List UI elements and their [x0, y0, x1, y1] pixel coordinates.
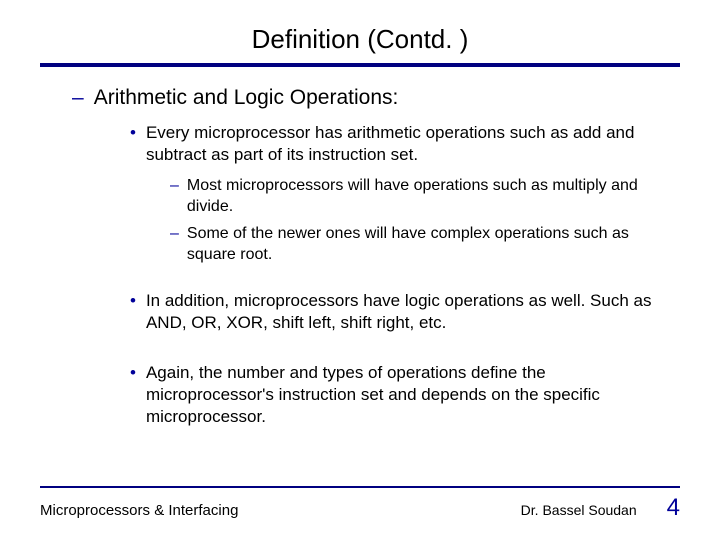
footer-row: Microprocessors & Interfacing Dr. Bassel…	[40, 494, 680, 522]
bullet-text: Every microprocessor has arithmetic oper…	[146, 122, 660, 166]
section-heading: – Arithmetic and Logic Operations:	[72, 85, 680, 110]
spacer	[40, 344, 680, 362]
footer-course: Microprocessors & Interfacing	[40, 502, 238, 519]
slide-footer: Microprocessors & Interfacing Dr. Bassel…	[40, 486, 680, 522]
bullet-item: • In addition, microprocessors have logi…	[130, 290, 660, 334]
bullet-item: • Again, the number and types of operati…	[130, 362, 660, 428]
footer-divider	[40, 486, 680, 488]
footer-page-number: 4	[667, 494, 680, 522]
slide-title: Definition (Contd. )	[40, 24, 680, 55]
sub-bullet-item: – Some of the newer ones will have compl…	[170, 224, 650, 266]
dash-marker: –	[170, 224, 179, 266]
footer-author: Dr. Bassel Soudan	[521, 502, 637, 518]
bullet-item: • Every microprocessor has arithmetic op…	[130, 122, 660, 166]
bullet-text: Again, the number and types of operation…	[146, 362, 660, 428]
spacer	[40, 272, 680, 290]
sub-bullet-text: Most microprocessors will have operation…	[187, 176, 650, 218]
title-divider	[40, 63, 680, 67]
dash-marker: –	[72, 85, 84, 110]
bullet-marker: •	[130, 362, 136, 428]
slide-container: Definition (Contd. ) – Arithmetic and Lo…	[0, 0, 720, 540]
sub-bullet-item: – Most microprocessors will have operati…	[170, 176, 650, 218]
section-heading-text: Arithmetic and Logic Operations:	[94, 85, 399, 110]
dash-marker: –	[170, 176, 179, 218]
bullet-marker: •	[130, 290, 136, 334]
bullet-text: In addition, microprocessors have logic …	[146, 290, 660, 334]
sub-bullet-text: Some of the newer ones will have complex…	[187, 224, 650, 266]
bullet-marker: •	[130, 122, 136, 166]
footer-right: Dr. Bassel Soudan 4	[521, 494, 680, 522]
